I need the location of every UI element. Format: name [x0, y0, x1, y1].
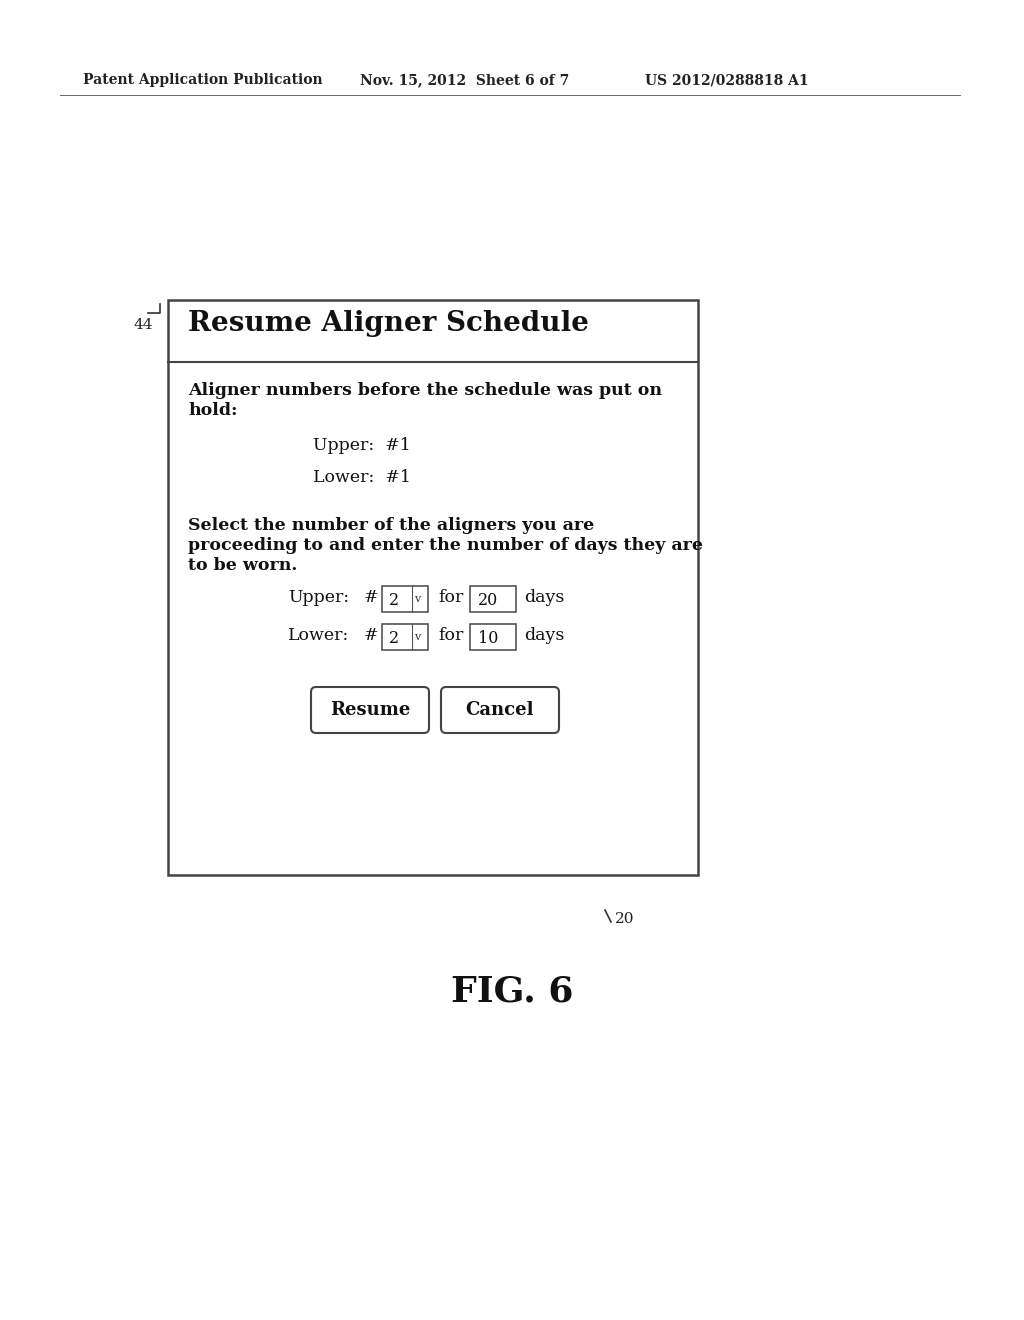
Text: Resume Aligner Schedule: Resume Aligner Schedule	[188, 310, 589, 337]
Text: days: days	[524, 627, 564, 644]
Text: Patent Application Publication: Patent Application Publication	[83, 73, 323, 87]
Text: Lower:: Lower:	[288, 627, 349, 644]
Text: US 2012/0288818 A1: US 2012/0288818 A1	[645, 73, 809, 87]
Bar	[382, 586, 428, 612]
Text: 20: 20	[478, 591, 499, 609]
Text: Upper:: Upper:	[288, 589, 349, 606]
Text: Cancel: Cancel	[466, 701, 535, 719]
Text: Upper:  #1: Upper: #1	[313, 437, 411, 454]
Text: 2: 2	[389, 591, 399, 609]
Text: 2: 2	[389, 630, 399, 647]
Text: Nov. 15, 2012  Sheet 6 of 7: Nov. 15, 2012 Sheet 6 of 7	[360, 73, 569, 87]
Text: for: for	[438, 627, 464, 644]
Text: #: #	[364, 589, 379, 606]
Text: Select the number of the aligners you are: Select the number of the aligners you ar…	[188, 517, 594, 535]
Text: Aligner numbers before the schedule was put on: Aligner numbers before the schedule was …	[188, 381, 662, 399]
Text: 20: 20	[615, 912, 635, 927]
Bar	[382, 624, 428, 649]
Text: Lower:  #1: Lower: #1	[313, 469, 411, 486]
Text: days: days	[524, 589, 564, 606]
Text: for: for	[438, 589, 464, 606]
Text: Resume: Resume	[330, 701, 411, 719]
Text: #: #	[364, 627, 379, 644]
Text: 44: 44	[133, 318, 153, 333]
Text: FIG. 6: FIG. 6	[451, 975, 573, 1008]
FancyBboxPatch shape	[311, 686, 429, 733]
Text: v: v	[414, 594, 420, 605]
Bar	[470, 624, 516, 649]
Text: hold:: hold:	[188, 403, 238, 418]
Bar	[168, 300, 698, 875]
Text: proceeding to and enter the number of days they are: proceeding to and enter the number of da…	[188, 537, 703, 554]
Bar	[470, 586, 516, 612]
FancyBboxPatch shape	[441, 686, 559, 733]
Text: 10: 10	[478, 630, 499, 647]
Text: to be worn.: to be worn.	[188, 557, 297, 574]
Text: v: v	[414, 632, 420, 642]
